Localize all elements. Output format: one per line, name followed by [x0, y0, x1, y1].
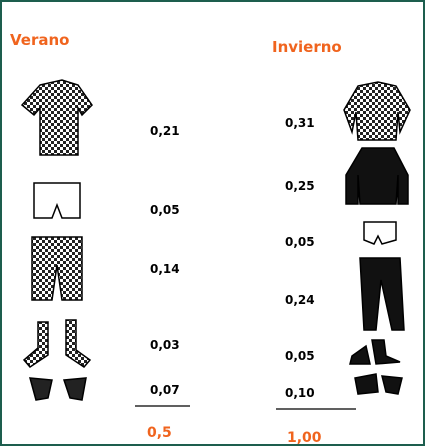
summer-title: Verano — [10, 31, 69, 49]
summer-values: 0,21 0,05 0,14 0,03 0,07 — [150, 124, 180, 397]
winter-values: 0,31 0,25 0,05 0,24 0,05 0,10 — [285, 116, 315, 400]
item-weight: 0,24 — [285, 293, 315, 307]
item-weight: 0,05 — [285, 235, 315, 249]
winter-total: 1,00 — [287, 430, 322, 446]
item-weight: 0,07 — [150, 383, 180, 397]
winter-icons — [343, 81, 411, 395]
item-weight: 0,14 — [150, 262, 180, 276]
winter-title: Invierno — [272, 38, 342, 56]
item-weight: 0,25 — [285, 179, 315, 193]
summer-icons — [20, 79, 93, 401]
item-weight: 0,10 — [285, 386, 315, 400]
item-weight: 0,05 — [285, 349, 315, 363]
item-weight: 0,03 — [150, 338, 180, 352]
summer-total: 0,5 — [147, 425, 172, 441]
item-weight: 0,21 — [150, 124, 180, 138]
item-weight: 0,05 — [150, 203, 180, 217]
item-weight: 0,31 — [285, 116, 315, 130]
